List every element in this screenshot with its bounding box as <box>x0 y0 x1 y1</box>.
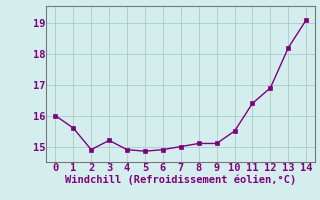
X-axis label: Windchill (Refroidissement éolien,°C): Windchill (Refroidissement éolien,°C) <box>65 175 296 185</box>
